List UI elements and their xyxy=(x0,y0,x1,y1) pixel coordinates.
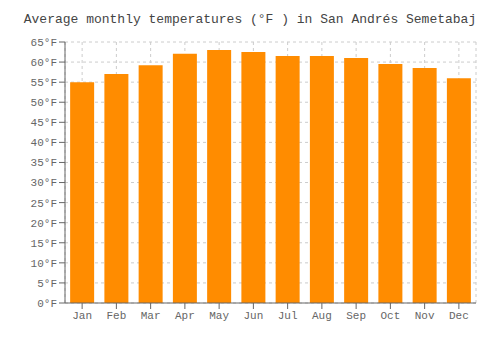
svg-text:40°F: 40°F xyxy=(31,137,57,149)
svg-text:45°F: 45°F xyxy=(31,117,57,129)
svg-text:65°F: 65°F xyxy=(31,37,57,49)
svg-text:25°F: 25°F xyxy=(31,198,57,210)
svg-text:60°F: 60°F xyxy=(31,57,57,69)
svg-text:15°F: 15°F xyxy=(31,238,57,250)
svg-text:Apr: Apr xyxy=(175,310,195,322)
svg-text:Oct: Oct xyxy=(380,310,400,322)
svg-text:50°F: 50°F xyxy=(31,97,57,109)
svg-text:35°F: 35°F xyxy=(31,157,57,169)
svg-text:Aug: Aug xyxy=(312,310,332,322)
svg-text:10°F: 10°F xyxy=(31,258,57,270)
svg-text:Nov: Nov xyxy=(415,310,435,322)
svg-text:Mar: Mar xyxy=(141,310,161,322)
svg-text:Jul: Jul xyxy=(278,310,298,322)
svg-text:May: May xyxy=(209,310,229,322)
svg-text:Dec: Dec xyxy=(449,310,469,322)
svg-text:30°F: 30°F xyxy=(31,177,57,189)
svg-text:20°F: 20°F xyxy=(31,218,57,230)
svg-text:Jan: Jan xyxy=(72,310,92,322)
svg-text:Jun: Jun xyxy=(243,310,263,322)
svg-text:55°F: 55°F xyxy=(31,77,57,89)
html-text:Average monthly temperatures (: Average monthly temperatures (°F ) in Sa… xyxy=(23,12,477,27)
svg-text:5°F: 5°F xyxy=(37,278,57,290)
svg-text:Sep: Sep xyxy=(346,310,366,322)
svg-text:0°F: 0°F xyxy=(37,298,57,310)
svg-text:Feb: Feb xyxy=(106,310,126,322)
